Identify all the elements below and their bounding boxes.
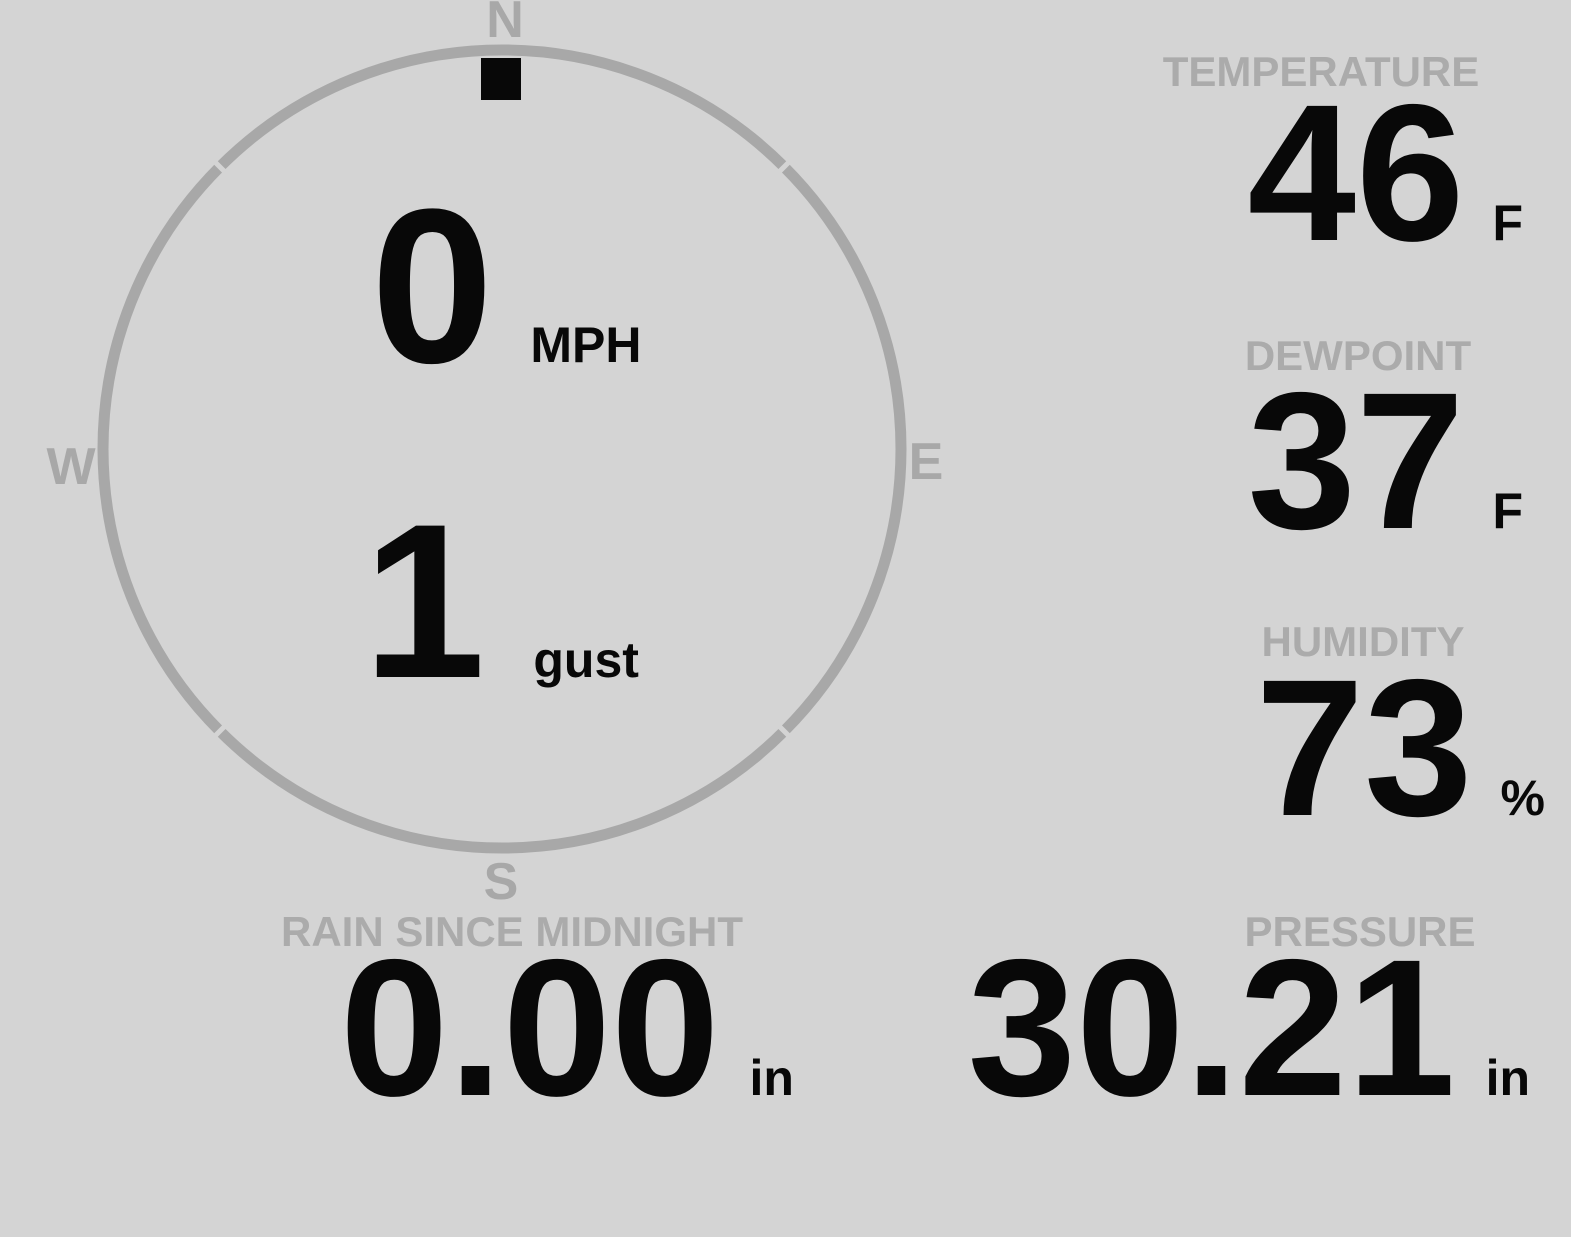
wind-gust-label: gust xyxy=(533,632,639,688)
rain-reading: 0.00 in xyxy=(340,931,794,1126)
dewpoint-value: 37 xyxy=(1247,352,1465,570)
dewpoint-unit: F xyxy=(1492,483,1523,539)
pressure-reading: 30.21 in xyxy=(968,931,1530,1126)
rain-unit: in xyxy=(749,1050,794,1106)
rain-label: RAIN SINCE MIDNIGHT xyxy=(281,908,743,955)
dewpoint-label: DEWPOINT xyxy=(1244,332,1472,379)
compass-label-north: N xyxy=(486,0,524,49)
temperature-reading: 46 F xyxy=(1248,76,1523,271)
wind-direction-marker xyxy=(481,58,521,100)
pressure-unit: in xyxy=(1485,1050,1530,1106)
compass-notch-se xyxy=(772,719,796,743)
compass-label-south: S xyxy=(483,853,519,911)
humidity-unit: % xyxy=(1500,770,1545,826)
compass-notch-sw xyxy=(208,719,232,743)
humidity-reading: 73 % xyxy=(1256,651,1545,846)
pressure-label: PRESSURE xyxy=(1244,908,1476,955)
compass-graphic xyxy=(97,44,907,854)
compass-notch-ne xyxy=(772,155,796,179)
temperature-label: TEMPERATURE xyxy=(1162,48,1480,95)
wind-compass: N E S W 0 MPH 1 gust xyxy=(0,0,1000,950)
compass-label-east: E xyxy=(908,433,944,491)
humidity-value: 73 xyxy=(1255,639,1473,857)
rain-value: 0.00 xyxy=(340,919,720,1137)
wind-gust: 1 gust xyxy=(363,491,639,711)
temperature-unit: F xyxy=(1492,195,1523,251)
pressure-value: 30.21 xyxy=(967,919,1456,1137)
wind-speed: 0 MPH xyxy=(371,176,641,396)
wind-speed-value: 0 xyxy=(371,163,494,409)
compass-ring xyxy=(97,44,907,854)
temperature-value: 46 xyxy=(1247,64,1465,282)
humidity-label: HUMIDITY xyxy=(1261,618,1465,665)
compass-notch-nw xyxy=(208,155,232,179)
dewpoint-reading: 37 F xyxy=(1248,364,1523,559)
wind-gust-value: 1 xyxy=(363,478,486,724)
compass-label-west: W xyxy=(46,438,96,496)
wind-speed-unit: MPH xyxy=(530,317,642,373)
